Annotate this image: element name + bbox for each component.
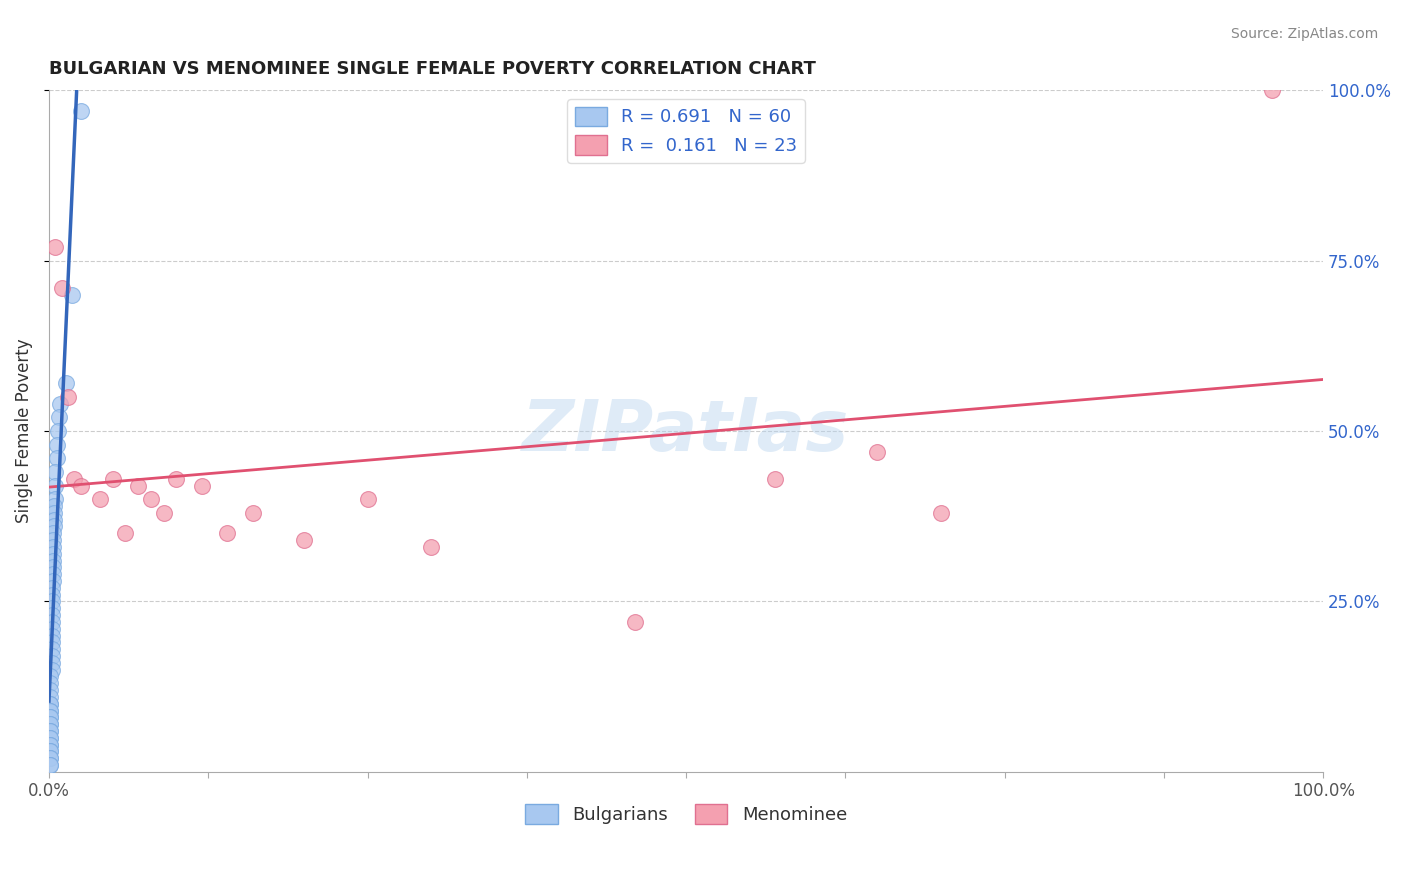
Point [41,622,63,636]
Point [39,744,62,758]
Point [42,526,65,541]
Point [60,287,83,301]
Point [292,533,315,548]
Point [191,478,214,492]
Point [866,444,889,458]
Point [165,472,187,486]
Point [51,281,73,295]
Point [356,492,378,507]
Text: BULGARIAN VS MENOMINEE SINGLE FEMALE POVERTY CORRELATION CHART: BULGARIAN VS MENOMINEE SINGLE FEMALE POV… [49,60,815,78]
Point [42,560,65,574]
Point [152,506,174,520]
Point [101,472,124,486]
Point [41,628,63,642]
Point [39,751,62,765]
Point [55,376,77,391]
Point [39,683,62,698]
Point [69,103,91,118]
Point [41,601,63,615]
Point [44,240,66,254]
Point [929,506,952,520]
Point [41,656,63,670]
Y-axis label: Single Female Poverty: Single Female Poverty [15,339,32,524]
Point [42,553,65,567]
Point [42,519,65,533]
Point [69,478,91,492]
Point [217,526,239,541]
Point [39,738,62,752]
Point [39,669,62,683]
Point [39,758,62,772]
Point [41,594,63,608]
Point [63,472,86,486]
Point [56,390,79,404]
Point [420,540,443,554]
Point [39,738,62,752]
Point [39,710,62,724]
Point [1261,83,1284,97]
Point [42,499,65,513]
Point [41,581,63,595]
Point [46,424,69,438]
Point [42,567,65,582]
Point [44,492,66,507]
Point [39,697,62,711]
Point [48,410,70,425]
Point [39,717,62,731]
Point [41,648,63,663]
Point [39,704,62,718]
Point [42,533,65,548]
Point [139,492,162,507]
Point [44,478,66,492]
Point [39,723,62,738]
Point [42,513,65,527]
Point [42,574,65,588]
Point [114,526,136,541]
Point [39,731,62,745]
Point [39,751,62,765]
Point [41,635,63,649]
Text: Source: ZipAtlas.com: Source: ZipAtlas.com [1230,27,1378,41]
Point [39,704,62,718]
Point [45,438,67,452]
Point [39,717,62,731]
Point [624,615,647,629]
Point [49,397,72,411]
Point [41,642,63,657]
Legend: Bulgarians, Menominee: Bulgarians, Menominee [517,797,855,831]
Point [42,547,65,561]
Text: ZIPatlas: ZIPatlas [523,397,849,466]
Point [39,731,62,745]
Point [41,615,63,629]
Point [39,758,62,772]
Point [39,723,62,738]
Point [44,465,66,479]
Point [763,472,786,486]
Point [42,540,65,554]
Point [41,663,63,677]
Point [41,588,63,602]
Point [242,506,264,520]
Point [42,506,65,520]
Point [41,608,63,623]
Point [89,492,111,507]
Point [127,478,149,492]
Point [45,451,67,466]
Point [39,744,62,758]
Point [39,697,62,711]
Point [39,676,62,690]
Point [39,710,62,724]
Point [39,690,62,704]
